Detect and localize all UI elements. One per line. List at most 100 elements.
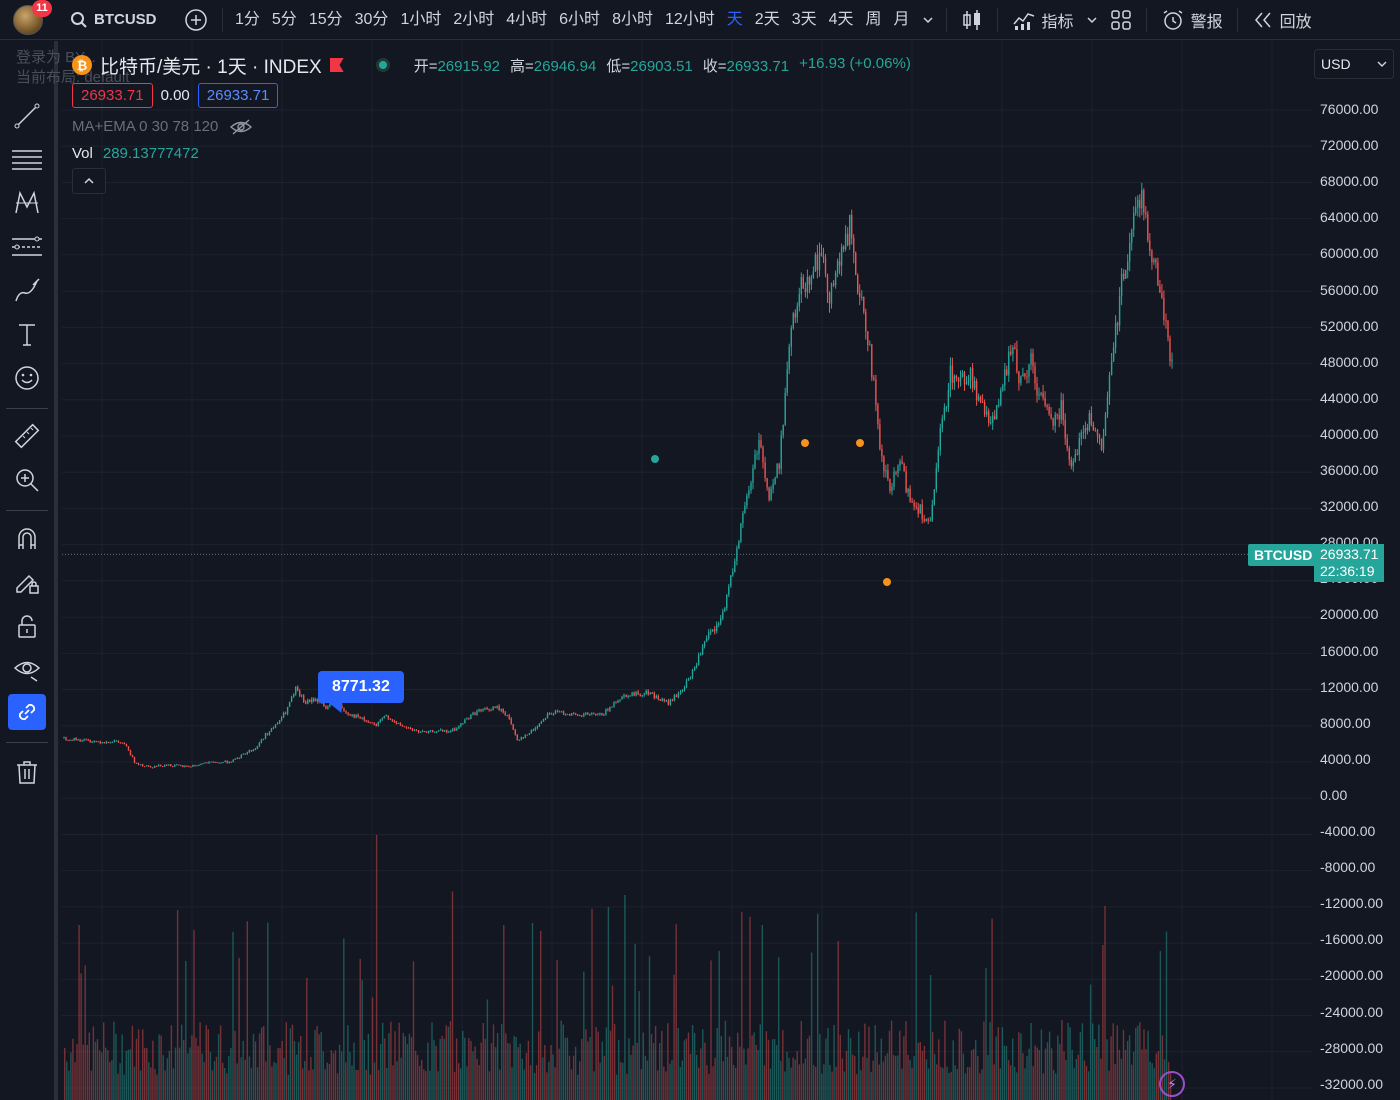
trend-line-tool[interactable] <box>8 98 46 134</box>
candle-body <box>307 700 309 704</box>
indicators-dropdown[interactable] <box>1082 0 1102 40</box>
symbol-title[interactable]: 比特币/美元 · 1天 · INDEX <box>100 56 322 78</box>
chart-type-button[interactable] <box>953 0 991 40</box>
volume-bar <box>349 1052 351 1100</box>
timeframe-14[interactable]: 周 <box>865 10 882 28</box>
timeframe-9[interactable]: 12小时 <box>664 10 715 28</box>
price-scale[interactable]: 76000.00 72000.00 68000.00 64000.00 60000.00… <box>1312 90 1400 1100</box>
sell-button[interactable]: 26933.71 <box>72 83 153 108</box>
volume-bar <box>273 1061 275 1100</box>
volume-bar <box>591 908 593 1100</box>
event-marker[interactable] <box>651 455 659 463</box>
timeframe-11[interactable]: 2天 <box>754 10 780 28</box>
volume-bar <box>769 1068 772 1100</box>
zoom-in-tool[interactable] <box>8 462 46 498</box>
text-tool[interactable] <box>8 317 46 353</box>
volume-bar <box>267 922 269 1100</box>
volume-bar <box>78 925 80 1100</box>
price-callout[interactable]: 8771.32 <box>318 671 404 703</box>
timeframe-1[interactable]: 5分 <box>271 10 297 28</box>
volume-bar <box>125 1050 127 1100</box>
candle-body <box>1163 298 1165 321</box>
candle-body <box>736 548 738 562</box>
currency-select[interactable]: USD <box>1314 49 1394 79</box>
volume-bar <box>439 1039 441 1100</box>
collapse-legend-button[interactable] <box>72 168 106 194</box>
timeframe-10[interactable]: 天 <box>726 10 743 28</box>
volume-bar <box>995 1036 997 1100</box>
timeframe-4[interactable]: 1小时 <box>400 10 442 28</box>
volume-bar <box>170 1025 173 1100</box>
volume-bar <box>858 1031 860 1100</box>
candle-body <box>278 720 281 724</box>
magnet-tool[interactable] <box>8 521 46 557</box>
hide-drawings-tool[interactable] <box>8 651 46 687</box>
candle-body <box>814 254 817 272</box>
candle-body <box>961 372 964 377</box>
volume-bar <box>993 1064 995 1100</box>
flag-icon[interactable] <box>329 58 344 72</box>
flash-icon[interactable]: ⚡ <box>1159 1071 1185 1097</box>
candle-body <box>1143 190 1145 213</box>
timeframe-3[interactable]: 30分 <box>354 10 389 28</box>
sync-drawings-tool[interactable] <box>8 694 46 730</box>
eye-slash-icon[interactable] <box>230 118 253 135</box>
volume-bar <box>716 1027 718 1100</box>
candle-body <box>601 713 603 716</box>
candle-body <box>816 254 819 271</box>
timeframe-2[interactable]: 15分 <box>308 10 343 28</box>
indicators-button[interactable]: 指标 <box>1004 0 1082 40</box>
candle-body <box>214 762 216 763</box>
candle-body <box>313 698 315 702</box>
volume-bar <box>1159 951 1162 1100</box>
lock-all-tool[interactable] <box>8 608 46 644</box>
horizontal-lines-tool[interactable] <box>8 142 46 178</box>
timeframe-dropdown[interactable] <box>916 0 940 40</box>
candle-body <box>95 741 97 743</box>
volume-bar <box>328 1063 331 1100</box>
price-chart[interactable] <box>62 40 1312 1100</box>
candle-body <box>861 297 863 298</box>
timeframe-15[interactable]: 月 <box>893 10 910 28</box>
timeframe-6[interactable]: 4小时 <box>506 10 548 28</box>
layout-button[interactable] <box>1102 0 1140 40</box>
event-marker[interactable] <box>856 439 864 447</box>
price-tick: 72000.00 <box>1320 137 1379 154</box>
brush-tool[interactable] <box>8 273 46 309</box>
volume-bar <box>382 1022 384 1100</box>
symbol-search[interactable]: BTCUSD <box>56 0 176 40</box>
volume-bar <box>1059 1043 1061 1100</box>
volume-bar <box>1133 1051 1135 1100</box>
candle-body <box>784 392 786 425</box>
volume-bar <box>533 1073 536 1100</box>
emoji-tool[interactable] <box>8 360 46 396</box>
timeframe-5[interactable]: 2小时 <box>453 10 495 28</box>
volume-bar <box>458 1063 460 1100</box>
timeframe-8[interactable]: 8小时 <box>612 10 653 28</box>
alerts-button[interactable]: 警报 <box>1153 0 1231 40</box>
volume-bar <box>181 1024 183 1100</box>
indicator-label[interactable]: MA+EMA 0 30 78 120 <box>72 118 219 135</box>
compare-symbol-button[interactable] <box>176 0 216 40</box>
timeframe-12[interactable]: 3天 <box>791 10 817 28</box>
remove-drawings-tool[interactable] <box>8 754 46 790</box>
lock-drawing-tool[interactable] <box>8 564 46 600</box>
event-marker[interactable] <box>883 578 891 586</box>
replay-button[interactable]: 回放 <box>1244 0 1320 40</box>
buy-button[interactable]: 26933.71 <box>197 83 279 108</box>
fib-tool[interactable] <box>8 229 46 265</box>
timeframe-13[interactable]: 4天 <box>828 10 854 28</box>
candle-body <box>1118 296 1121 326</box>
candle-body <box>955 375 958 379</box>
candle-body <box>151 767 154 769</box>
candle-body <box>1094 430 1097 432</box>
timeframe-0[interactable]: 1分 <box>235 10 260 28</box>
pattern-tool[interactable] <box>8 185 46 221</box>
timeframe-7[interactable]: 6小时 <box>559 10 601 28</box>
user-avatar[interactable]: 11 <box>0 0 56 40</box>
volume-bar <box>1050 1048 1053 1100</box>
candle-body <box>998 404 1000 406</box>
candle-body <box>697 655 700 666</box>
event-marker[interactable] <box>801 439 809 447</box>
measure-tool[interactable] <box>8 418 46 454</box>
